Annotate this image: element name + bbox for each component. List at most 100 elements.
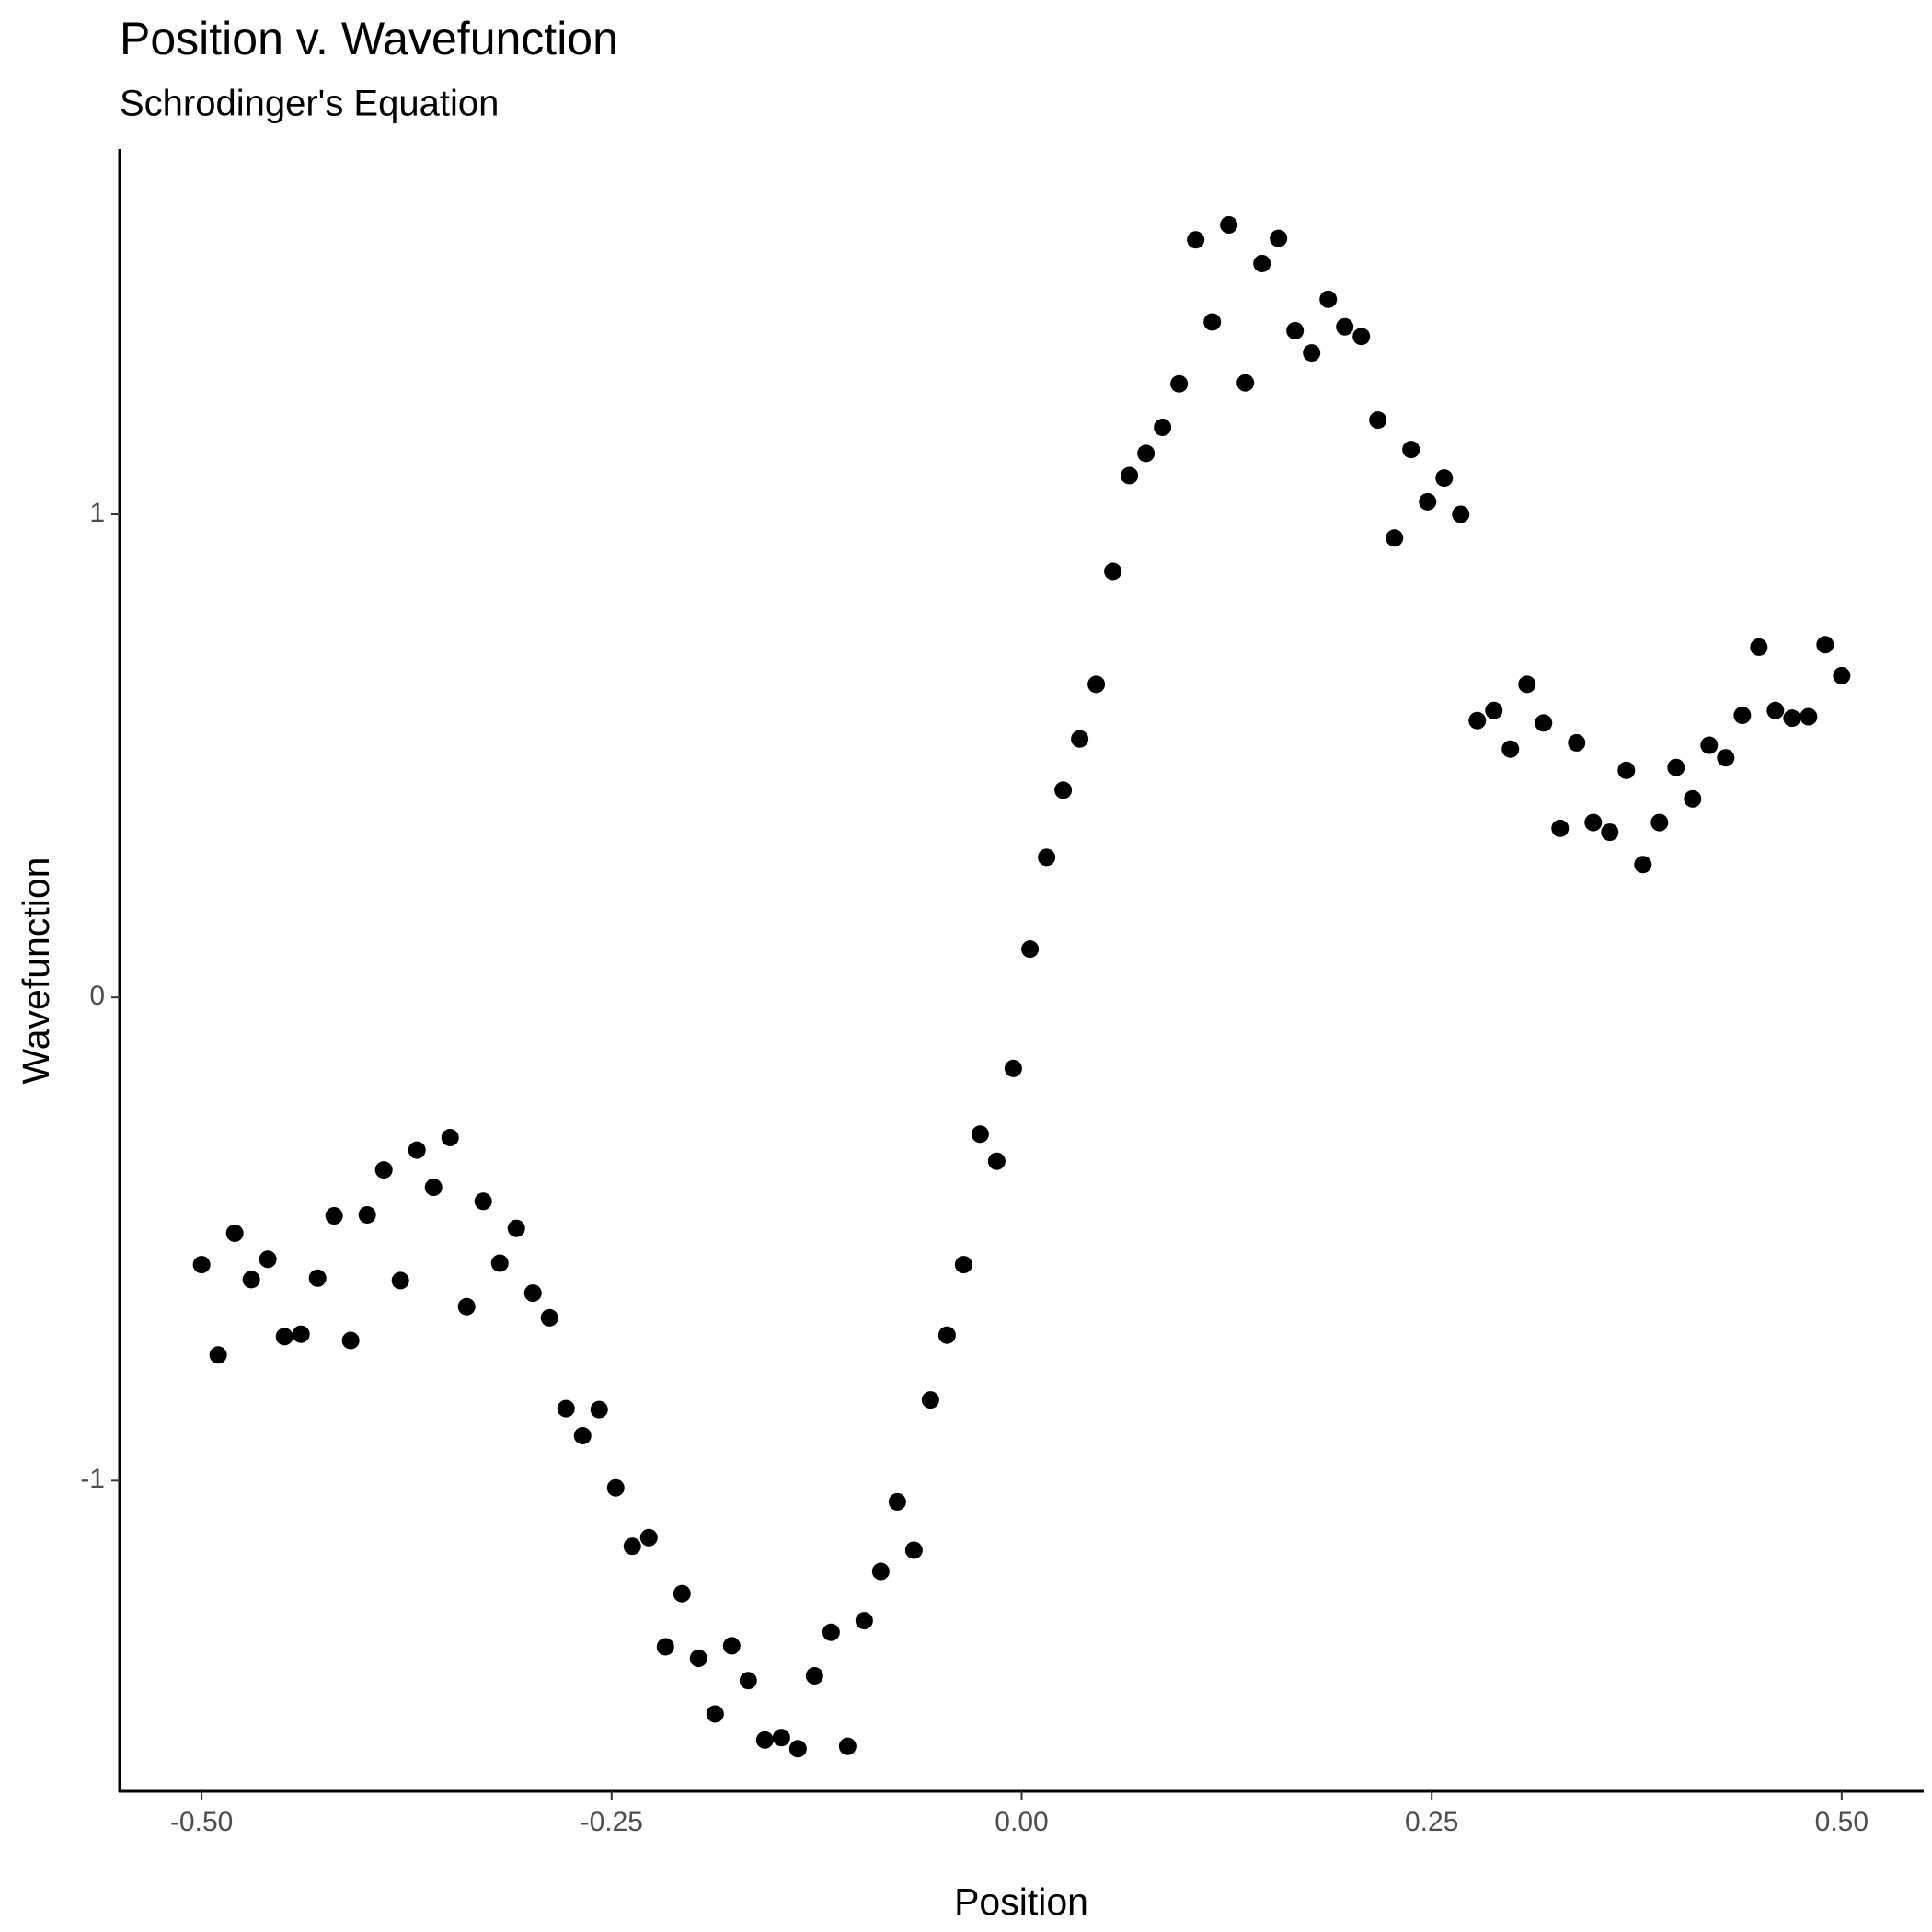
- point: [722, 1637, 741, 1655]
- point: [1435, 469, 1454, 488]
- x-tick-label: -0.50: [170, 1807, 233, 1837]
- point: [673, 1584, 691, 1603]
- point: [606, 1478, 625, 1497]
- point: [1816, 636, 1834, 654]
- point: [1518, 675, 1536, 694]
- point: [374, 1161, 393, 1179]
- point: [275, 1328, 293, 1346]
- point: [341, 1331, 360, 1350]
- point: [192, 1256, 211, 1274]
- point: [1634, 856, 1652, 874]
- point: [822, 1623, 840, 1641]
- point: [325, 1207, 343, 1225]
- point: [1220, 215, 1238, 234]
- x-axis-title: Position: [954, 1880, 1088, 1923]
- x-tick-label: -0.25: [581, 1807, 643, 1837]
- point: [358, 1205, 376, 1224]
- point: [1121, 466, 1139, 485]
- point: [623, 1537, 641, 1556]
- point: [308, 1269, 327, 1287]
- point: [838, 1737, 857, 1755]
- point: [1733, 706, 1752, 724]
- point: [1303, 344, 1321, 362]
- point: [557, 1399, 575, 1418]
- point: [937, 1326, 956, 1344]
- point: [457, 1297, 476, 1316]
- point: [987, 1152, 1006, 1170]
- point: [408, 1141, 426, 1159]
- point: [424, 1179, 443, 1197]
- point: [1717, 749, 1735, 767]
- point: [1253, 254, 1271, 272]
- point: [755, 1731, 774, 1749]
- point: [772, 1729, 790, 1747]
- point: [441, 1128, 459, 1146]
- point: [921, 1391, 939, 1409]
- point: [1054, 781, 1073, 799]
- point: [1568, 733, 1586, 752]
- point: [1270, 229, 1288, 247]
- point: [225, 1224, 244, 1242]
- point: [1021, 940, 1040, 959]
- point: [1402, 441, 1420, 459]
- point: [1004, 1059, 1022, 1077]
- x-tick-label: 0.00: [995, 1807, 1048, 1837]
- point: [1038, 848, 1056, 867]
- point: [1800, 707, 1818, 726]
- point: [805, 1666, 823, 1685]
- point: [1584, 813, 1603, 832]
- point: [1336, 317, 1354, 336]
- point: [1452, 505, 1470, 523]
- point: [590, 1400, 608, 1419]
- point: [639, 1528, 658, 1547]
- point: [259, 1250, 277, 1269]
- point: [1535, 714, 1553, 732]
- point: [1667, 758, 1685, 776]
- point: [507, 1219, 525, 1237]
- point: [888, 1492, 906, 1511]
- point: [474, 1192, 492, 1211]
- point: [656, 1638, 674, 1656]
- point: [1833, 666, 1851, 684]
- y-axis-title: Wavefunction: [15, 857, 57, 1085]
- point: [1170, 374, 1189, 393]
- point: [1386, 529, 1404, 547]
- y-tick-label: 1: [89, 498, 105, 528]
- x-tick-label: 0.50: [1815, 1807, 1869, 1837]
- point: [1203, 313, 1222, 331]
- point: [1783, 709, 1801, 728]
- point: [689, 1650, 707, 1668]
- y-tick-label: 0: [89, 981, 105, 1011]
- point: [954, 1256, 972, 1274]
- point: [242, 1271, 260, 1289]
- point: [1551, 819, 1570, 837]
- point: [1650, 813, 1669, 832]
- y-tick-label: -1: [80, 1464, 105, 1494]
- chart-title: Position v. Wavefunction: [120, 13, 618, 64]
- point: [971, 1125, 989, 1144]
- point: [904, 1541, 923, 1559]
- point: [540, 1308, 558, 1327]
- x-tick-label: 0.25: [1405, 1807, 1458, 1837]
- point: [573, 1426, 592, 1444]
- point: [1601, 823, 1619, 842]
- chart-subtitle: Schrodinger's Equation: [120, 84, 499, 124]
- point: [1468, 711, 1487, 730]
- point: [739, 1672, 757, 1690]
- point: [1187, 231, 1205, 249]
- point: [1419, 492, 1437, 511]
- point: [391, 1271, 409, 1290]
- point: [1137, 444, 1156, 463]
- point: [1154, 418, 1172, 436]
- point: [1286, 321, 1305, 339]
- point: [1236, 374, 1255, 392]
- point: [1352, 328, 1371, 346]
- point: [292, 1325, 310, 1343]
- point: [871, 1562, 890, 1581]
- point: [1684, 789, 1702, 808]
- point: [1501, 740, 1520, 758]
- point: [1700, 736, 1719, 754]
- point: [1087, 675, 1106, 694]
